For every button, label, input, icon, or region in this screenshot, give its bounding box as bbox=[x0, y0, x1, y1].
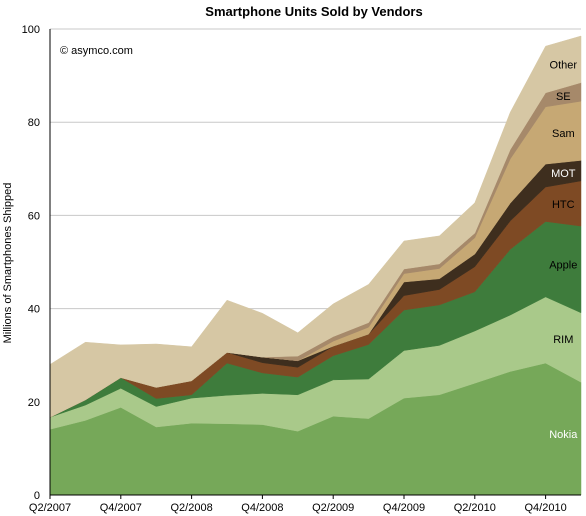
series-label-apple: Apple bbox=[549, 259, 577, 271]
series-label-nokia: Nokia bbox=[549, 429, 578, 441]
series-label-mot: MOT bbox=[551, 168, 576, 180]
y-tick-label: 20 bbox=[28, 397, 40, 409]
axes: 0 20 40 60 80 100 Q2/2007 Q4/2007 Q2/2008 Q4/2008… bbox=[22, 24, 581, 514]
series-label-se: SE bbox=[556, 91, 571, 103]
series-label-other: Other bbox=[550, 59, 578, 71]
series-label-sam: Sam bbox=[552, 128, 575, 140]
y-axis-label: Millions of Smartphones Shipped bbox=[2, 183, 14, 344]
area-other bbox=[49, 35, 582, 418]
series-labels: Nokia RIM Apple HTC MOT Sam SE Other bbox=[549, 59, 578, 440]
x-tick-label: Q2/2007 bbox=[29, 502, 71, 514]
x-tick-label: Q4/2010 bbox=[524, 502, 566, 514]
y-tick-label: 100 bbox=[22, 24, 40, 36]
series-label-htc: HTC bbox=[552, 199, 575, 211]
y-tick-label: 80 bbox=[28, 117, 40, 129]
x-tick-label: Q4/2009 bbox=[383, 502, 425, 514]
x-tick-label: Q4/2008 bbox=[241, 502, 283, 514]
y-tick-label: 60 bbox=[28, 210, 40, 222]
series-label-rim: RIM bbox=[553, 334, 573, 346]
chart-title: Smartphone Units Sold by Vendors bbox=[205, 4, 422, 19]
y-tick-label: 40 bbox=[28, 304, 40, 316]
y-tick-label: 0 bbox=[34, 490, 40, 502]
x-tick-label: Q2/2008 bbox=[170, 502, 212, 514]
x-tick-label: Q4/2007 bbox=[100, 502, 142, 514]
x-tick-label: Q2/2010 bbox=[454, 502, 496, 514]
copyright-note: © asymco.com bbox=[60, 45, 133, 57]
x-tick-label: Q2/2009 bbox=[312, 502, 354, 514]
stacked-areas bbox=[49, 35, 582, 496]
